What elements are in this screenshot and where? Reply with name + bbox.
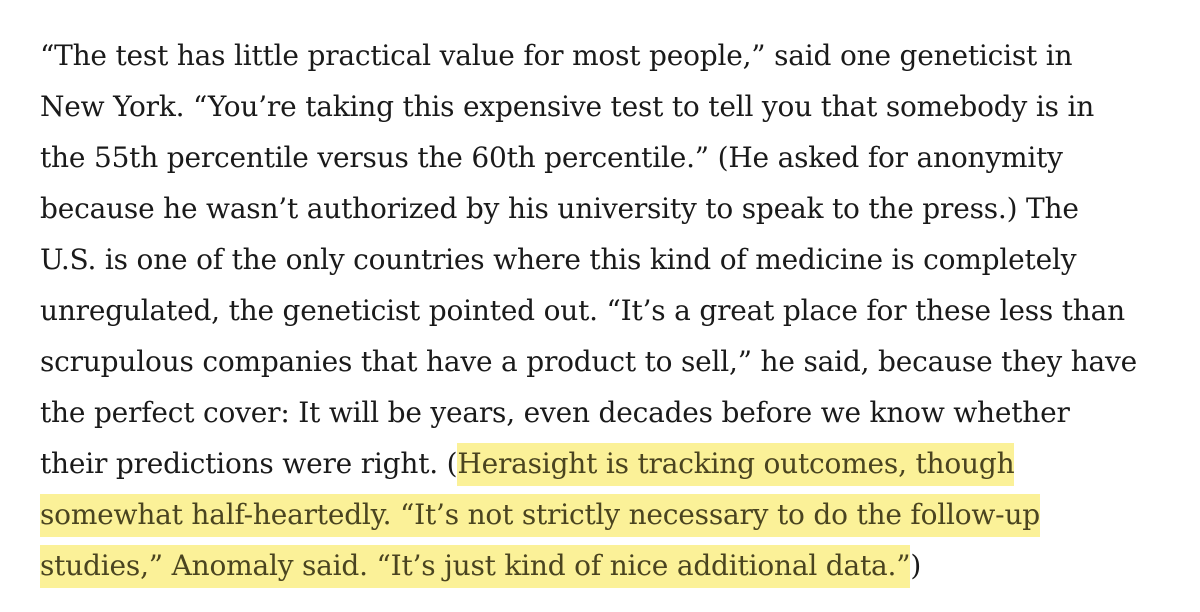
- paragraph-line-2: New York. “You’re taking this expensive …: [40, 90, 1095, 123]
- paragraph-line-11: studies,” Anomaly said. “It’s just kind …: [40, 540, 1165, 591]
- paragraph-line-4: because he wasn’t authorized by his univ…: [40, 192, 1079, 225]
- paragraph-line-3: the 55th percentile versus the 60th perc…: [40, 141, 1063, 174]
- paragraph-line-5: U.S. is one of the only countries where …: [40, 243, 1077, 276]
- paragraph-line-1: “The test has little practical value for…: [40, 39, 1073, 72]
- paragraph-line-10: somewhat half-heartedly. “It’s not stric…: [40, 489, 1165, 540]
- highlighted-text-segment: studies,” Anomaly said. “It’s just kind …: [40, 545, 911, 588]
- highlighted-text-segment: Herasight is tracking outcomes, though: [457, 443, 1015, 486]
- article-paragraph: “The test has little practical value for…: [40, 30, 1165, 591]
- highlighted-text-segment: somewhat half-heartedly. “It’s not stric…: [40, 494, 1040, 537]
- paragraph-line-8: the perfect cover: It will be years, eve…: [40, 396, 1070, 429]
- plain-text-segment: their predictions were right. (: [40, 447, 458, 480]
- paragraph-line-6: unregulated, the geneticist pointed out.…: [40, 294, 1125, 327]
- plain-text-segment: ): [910, 549, 922, 582]
- paragraph-line-7: scrupulous companies that have a product…: [40, 345, 1138, 378]
- paragraph-line-9: their predictions were right. (Herasight…: [40, 438, 1165, 489]
